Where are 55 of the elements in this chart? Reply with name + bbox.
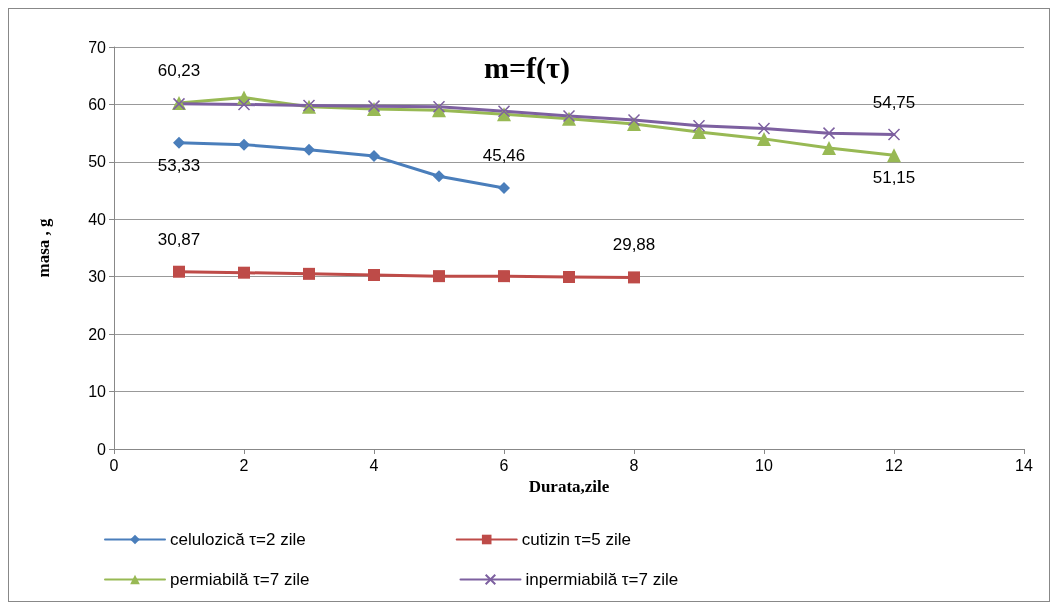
point	[238, 138, 250, 151]
x-tick-label: 2	[239, 456, 249, 474]
point	[173, 136, 185, 149]
x-tick-label: 8	[629, 456, 639, 474]
point	[757, 122, 771, 135]
point	[433, 170, 445, 183]
point	[498, 270, 510, 283]
point	[498, 181, 510, 194]
x-tick-label: 14	[1015, 456, 1033, 474]
point	[238, 266, 250, 279]
x-axis-title: Durata,zile	[528, 476, 610, 496]
chart-title: m=f(τ)	[484, 50, 570, 85]
point	[887, 128, 901, 141]
point	[303, 267, 315, 280]
x-tick-label: 0	[109, 456, 119, 474]
point	[628, 271, 640, 284]
point	[368, 268, 380, 281]
annotation: 53,33	[157, 155, 201, 175]
legend-label: celulozică τ=2 zile	[170, 530, 306, 549]
x-tick-label: 12	[885, 456, 903, 474]
annotation: 29,88	[612, 235, 656, 255]
y-axis-title: masa , g	[34, 217, 53, 278]
annotation: 54,75	[872, 92, 916, 112]
y-tick-label: 20	[88, 325, 107, 343]
x-tick-label: 6	[499, 456, 509, 474]
y-tick-label: 30	[88, 268, 107, 286]
point	[692, 119, 706, 132]
y-tick-label: 50	[88, 153, 107, 171]
point	[822, 126, 836, 140]
point	[303, 143, 315, 156]
point	[433, 270, 445, 283]
point	[822, 141, 836, 156]
point	[173, 265, 185, 278]
point	[563, 271, 575, 283]
annotation: 45,46	[482, 145, 526, 165]
y-tick-label: 0	[97, 440, 107, 458]
point	[887, 148, 901, 163]
y-tick-label: 10	[88, 383, 107, 401]
annotation: 30,87	[157, 229, 201, 249]
legend-label: inpermiabilă τ=7 zile	[525, 570, 679, 589]
point	[497, 105, 511, 118]
legend-label: cutizin τ=5 zile	[521, 530, 631, 549]
y-tick-label: 60	[88, 95, 107, 113]
y-tick-label: 70	[88, 38, 107, 56]
point	[757, 131, 771, 146]
annotation: 60,23	[157, 61, 201, 81]
point	[368, 150, 380, 163]
legend-label: permiabilă τ=7 zile	[170, 570, 310, 589]
x-tick-label: 10	[755, 456, 773, 474]
y-tick-label: 40	[88, 210, 107, 228]
annotation: 51,15	[872, 168, 916, 188]
point	[432, 100, 446, 113]
point	[237, 98, 251, 111]
x-tick-label: 4	[369, 456, 379, 474]
point	[627, 113, 641, 127]
